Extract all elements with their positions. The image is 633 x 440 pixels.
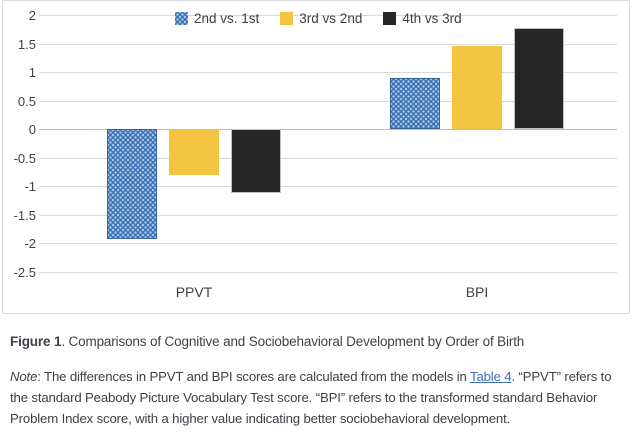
legend-swatch-icon (383, 12, 397, 25)
y-tick-label: 2 (28, 8, 36, 23)
chart-legend: 2nd vs. 1st 3rd vs 2nd 4th vs 3rd (175, 11, 483, 26)
gridline-y-1.5 (39, 44, 617, 45)
y-tick-label: 1.5 (17, 37, 36, 52)
y-tick-label: -2 (24, 236, 36, 251)
legend-label: 4th vs 3rd (402, 11, 462, 26)
legend-swatch-icon (175, 12, 188, 25)
gridline-y-2 (39, 15, 617, 16)
bar-PPVT-2nd-vs-1st (107, 129, 157, 239)
figure-caption-label: Figure 1 (10, 334, 62, 349)
y-tick-label: -2.5 (13, 265, 36, 280)
y-tick-label: -1.5 (13, 208, 36, 223)
gridline-y-0.5 (39, 101, 617, 102)
note-text-before-link: : The differences in PPVT and BPI scores… (37, 369, 470, 384)
y-tick-label: -1 (24, 179, 36, 194)
figure-note: Note: The differences in PPVT and BPI sc… (10, 366, 626, 429)
bar-PPVT-3rd-vs-2nd (169, 129, 219, 175)
bar-PPVT-4th-vs-3rd (231, 129, 281, 193)
legend-label: 2nd vs. 1st (194, 11, 260, 26)
gridline-y--0.5 (39, 158, 617, 159)
note-text-after-link: . “PPVT” refers to the standard Peabody … (10, 369, 612, 426)
legend-item-3rd-vs-2nd: 3rd vs 2nd (280, 11, 362, 26)
note-label: Note (10, 369, 38, 384)
gridline-y-0 (39, 129, 617, 130)
bar-BPI-4th-vs-3rd (514, 28, 564, 129)
gridline-y--1.5 (39, 215, 617, 216)
y-tick-label: 1 (28, 65, 36, 80)
figure-caption: Figure 1. Comparisons of Cognitive and S… (10, 332, 624, 352)
legend-item-2nd-vs-1st: 2nd vs. 1st (175, 11, 259, 26)
legend-label: 3rd vs 2nd (299, 11, 363, 26)
y-tick-label: -0.5 (13, 151, 36, 166)
category-label-ppvt: PPVT (175, 284, 213, 300)
legend-item-4th-vs-3rd: 4th vs 3rd (383, 11, 462, 26)
y-tick-label: 0 (28, 122, 36, 137)
bar-BPI-2nd-vs-1st (390, 78, 440, 129)
category-label-bpi: BPI (465, 284, 489, 300)
y-tick-label: 0.5 (17, 94, 36, 109)
gridline-y-1 (39, 72, 617, 73)
figure-caption-text: . Comparisons of Cognitive and Sociobeha… (61, 334, 525, 349)
gridline-y--2.5 (39, 272, 617, 273)
bar-BPI-3rd-vs-2nd (452, 46, 502, 129)
bar-chart: 2 1.5 1 0.5 0 -0.5 -1 -1.5 -2 -2.5 PPVT BPI 2nd vs… (2, 0, 630, 314)
gridline-y--2 (39, 243, 617, 244)
table-4-link[interactable]: Table 4 (470, 369, 512, 384)
legend-swatch-icon (280, 12, 294, 25)
gridline-y--1 (39, 186, 617, 187)
